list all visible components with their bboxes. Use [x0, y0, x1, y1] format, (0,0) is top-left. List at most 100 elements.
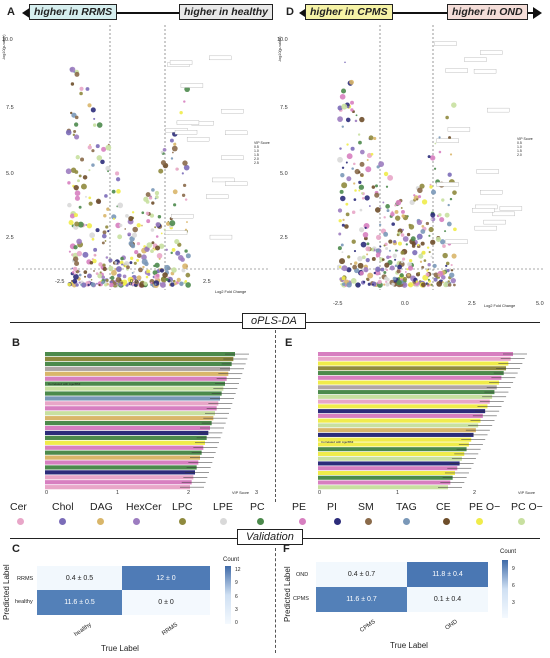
scatter-point [341, 166, 345, 170]
scatter-point [145, 275, 149, 279]
scatter-point [385, 268, 389, 272]
scatter-point [441, 198, 445, 202]
legend-label: PC O− [511, 501, 543, 513]
scatter-point [368, 205, 371, 207]
scatter-point [133, 270, 135, 273]
scatter-point [444, 212, 450, 218]
scatter-point [109, 280, 113, 284]
scatter-point [128, 240, 134, 246]
scatter-point [430, 212, 436, 218]
scatter-point [69, 213, 75, 219]
scatter-point [383, 231, 389, 237]
scatter-point [144, 261, 149, 267]
y-tick-d: 10.0 [277, 37, 288, 43]
scatter-point [102, 230, 107, 235]
scatter-point [378, 223, 382, 227]
scatter-point [453, 283, 456, 287]
scatter-point [158, 168, 164, 174]
vip-bar [45, 411, 215, 416]
scatter-point [108, 258, 113, 263]
scatter-point [350, 263, 352, 265]
scatter-point [347, 255, 351, 259]
scatter-point [151, 241, 155, 245]
scatter-point [375, 234, 382, 241]
scatter-point [392, 276, 397, 281]
scatter-point [74, 122, 79, 127]
scatter-point [360, 241, 367, 248]
scatter-point [430, 218, 433, 221]
scatter-point [95, 144, 100, 149]
scatter-point [350, 277, 357, 284]
scatter-point [145, 199, 150, 204]
vip-bar [45, 352, 235, 357]
scatter-point [100, 159, 105, 165]
scatter-point [141, 281, 144, 284]
scatter-point [358, 180, 362, 184]
scatter-point [74, 273, 76, 275]
matrix-cell: 0.1 ± 0.4 [407, 587, 488, 612]
vip-bar [45, 460, 199, 465]
legend-label: LPE [213, 501, 233, 513]
scatter-point [394, 258, 397, 261]
vip-bar-chart-b [45, 352, 249, 490]
correlation-note-e: Correlated with Age/BMI [321, 440, 354, 444]
scatter-point [433, 167, 437, 170]
scatter-point [160, 282, 166, 288]
scatter-point [104, 283, 108, 287]
legend-swatch [403, 518, 410, 525]
scatter-point [451, 102, 457, 108]
scatter-point [127, 276, 134, 283]
scatter-point [82, 175, 88, 180]
scatter-point [451, 253, 457, 259]
scatter-point [76, 238, 82, 245]
panel-letter-a: A [7, 6, 15, 18]
scatter-point [373, 271, 376, 275]
scatter-point [116, 189, 121, 194]
scatter-point [346, 143, 349, 146]
scatter-point [372, 283, 374, 286]
scatter-point [101, 241, 105, 245]
scatter-point [450, 269, 454, 272]
scatter-point [182, 183, 187, 188]
point-annotation-box [483, 219, 506, 225]
x-tick-e: 2 [473, 490, 477, 496]
scatter-point [391, 222, 395, 226]
scatter-point [171, 151, 174, 154]
scatter-point [339, 189, 344, 194]
scatter-point [383, 270, 387, 274]
scatter-point [402, 276, 408, 282]
scatter-point [341, 251, 344, 254]
scatter-point [346, 176, 352, 182]
scatter-point [82, 251, 89, 258]
scatter-point [72, 266, 78, 272]
x-axis-label-f: True Label [390, 641, 428, 650]
scatter-point [449, 272, 455, 278]
scatter-point [122, 274, 127, 279]
scatter-point [402, 257, 406, 261]
scatter-point [385, 282, 390, 287]
scatter-point [184, 280, 188, 283]
scatter-point [430, 255, 433, 258]
scatter-point [353, 162, 356, 166]
scatter-point [88, 196, 92, 200]
matrix-cell: 12 ± 0 [122, 566, 210, 590]
scatter-point [428, 234, 431, 237]
point-annotation-box [499, 206, 523, 211]
legend-swatch [179, 518, 186, 525]
scatter-point [104, 194, 108, 198]
scatter-point [90, 279, 93, 281]
scatter-point [89, 260, 94, 265]
scatter-point [76, 250, 83, 257]
section-title-validation: Validation [237, 529, 303, 545]
scatter-point [385, 185, 389, 188]
point-annotation-box [221, 109, 244, 114]
scatter-point [409, 199, 415, 206]
vip-bar [318, 394, 493, 399]
vip-bar [318, 380, 500, 385]
vip-bar [318, 480, 451, 485]
scatter-point [176, 277, 181, 282]
vip-bar [45, 416, 214, 421]
scatter-point [110, 275, 115, 281]
scatter-point [341, 103, 348, 110]
scatter-point [383, 216, 386, 219]
